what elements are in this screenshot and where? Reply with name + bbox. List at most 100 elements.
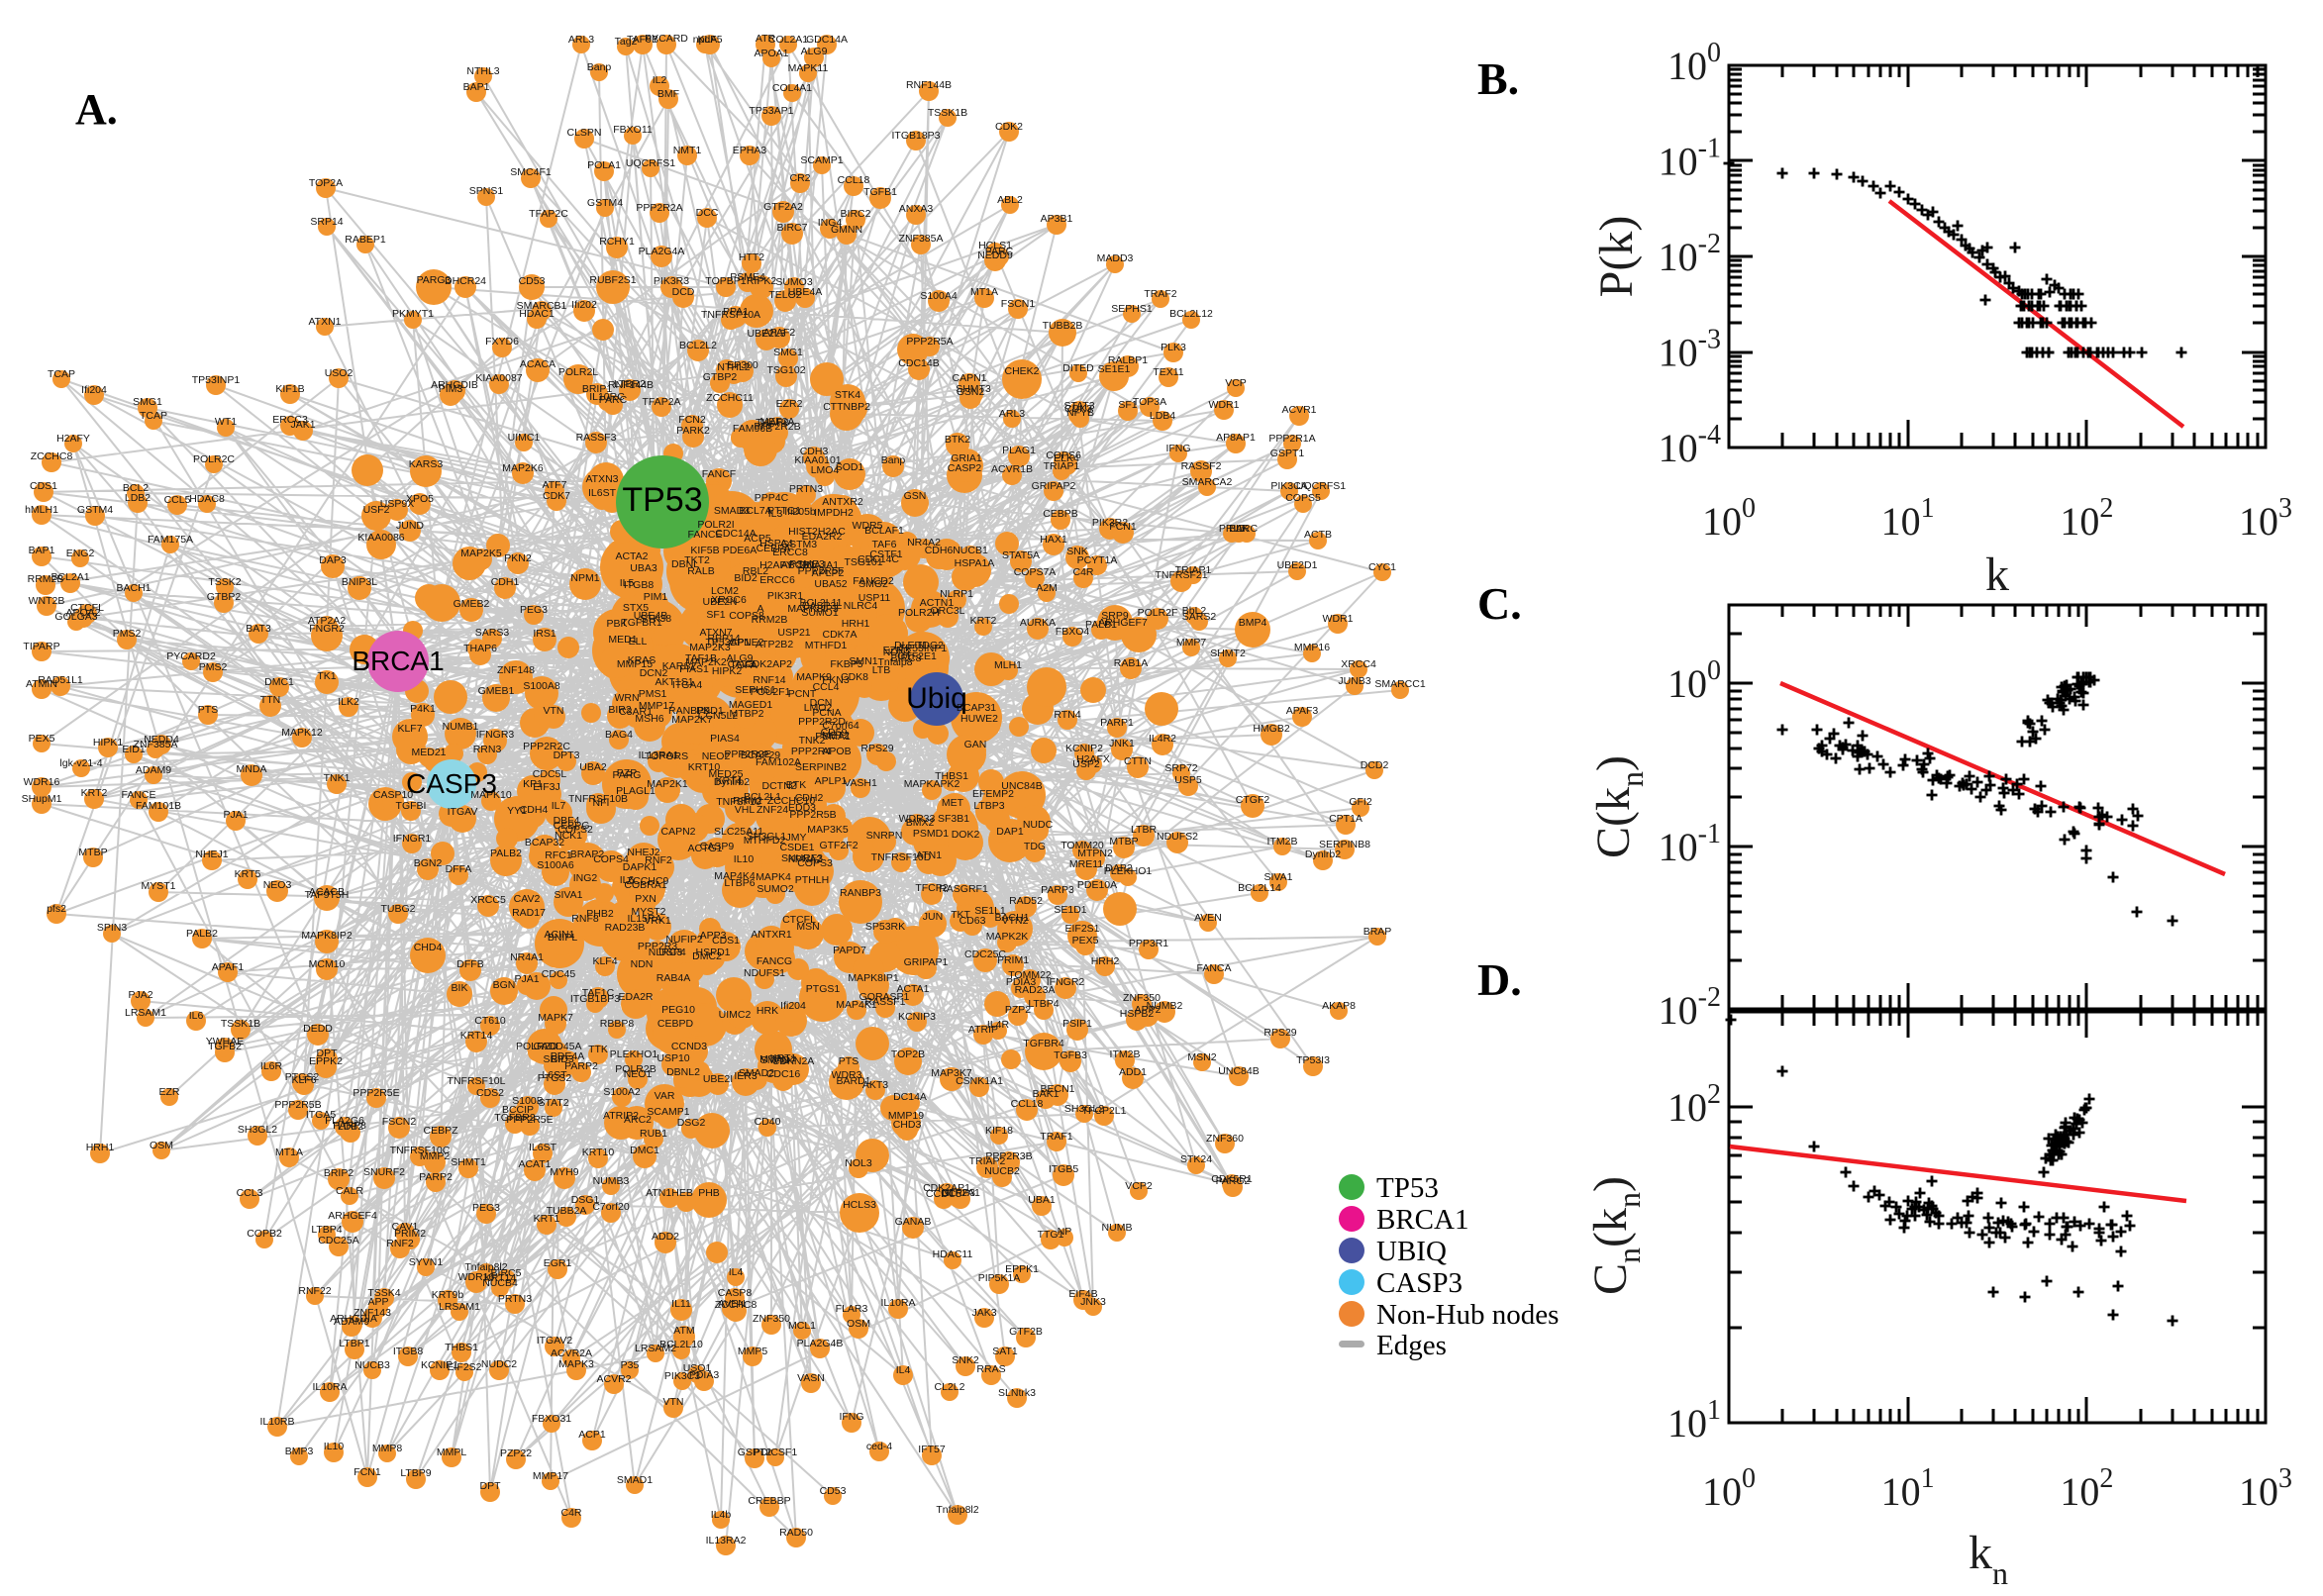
- svg-text:TDG: TDG: [1024, 841, 1046, 852]
- svg-text:SH3GL2: SH3GL2: [238, 1124, 277, 1136]
- svg-text:TNFRSF10D: TNFRSF10D: [871, 851, 932, 863]
- svg-text:LDB4: LDB4: [1150, 410, 1175, 422]
- svg-text:ZNF350: ZNF350: [753, 1313, 790, 1325]
- svg-text:PARP2: PARP2: [564, 1060, 598, 1072]
- svg-text:CDH4: CDH4: [520, 804, 549, 816]
- svg-text:CD53: CD53: [519, 275, 546, 287]
- svg-text:MMP17: MMP17: [533, 1470, 568, 1482]
- svg-text:MTBP2: MTBP2: [729, 708, 763, 720]
- svg-text:CALR: CALR: [336, 1185, 363, 1197]
- svg-text:MMP5: MMP5: [738, 1346, 767, 1357]
- svg-text:SEPHS1: SEPHS1: [1111, 303, 1153, 315]
- svg-text:ATF7: ATF7: [543, 479, 567, 491]
- svg-text:GDC14A: GDC14A: [806, 34, 848, 46]
- svg-text:PJA1: PJA1: [514, 973, 539, 985]
- svg-text:NR4A1: NR4A1: [510, 951, 544, 963]
- svg-text:ATRIP: ATRIP: [968, 1024, 998, 1036]
- svg-text:ATXN3: ATXN3: [585, 473, 618, 485]
- svg-text:FANCF: FANCF: [702, 468, 736, 480]
- svg-text:IL3: IL3: [768, 508, 783, 520]
- svg-text:ZNF385A: ZNF385A: [899, 233, 944, 245]
- svg-text:hMLH1: hMLH1: [25, 504, 58, 516]
- svg-text:IL6R: IL6R: [260, 1060, 283, 1072]
- svg-text:ITGB8: ITGB8: [393, 1346, 424, 1357]
- svg-text:BAP1: BAP1: [29, 545, 55, 556]
- svg-text:DAP3: DAP3: [319, 554, 347, 566]
- svg-text:BCL7A: BCL7A: [739, 505, 771, 517]
- svg-text:PDE10A: PDE10A: [1077, 879, 1117, 891]
- svg-text:MCL1: MCL1: [788, 1320, 816, 1332]
- svg-text:ZNF350: ZNF350: [1123, 992, 1161, 1004]
- svg-text:CASP9: CASP9: [700, 841, 735, 852]
- svg-text:CDK2: CDK2: [995, 121, 1023, 133]
- svg-text:NUMB: NUMB: [1102, 1222, 1133, 1234]
- svg-text:RAD52: RAD52: [1009, 895, 1043, 907]
- svg-text:ACTB: ACTB: [1304, 529, 1332, 541]
- svg-text:TSG101: TSG101: [844, 556, 882, 568]
- svg-text:B.: B.: [1477, 53, 1519, 104]
- svg-text:TP53INP1: TP53INP1: [192, 374, 241, 386]
- svg-text:BGN: BGN: [493, 979, 516, 991]
- svg-text:RPS29: RPS29: [860, 743, 893, 754]
- svg-text:RASGRF1: RASGRF1: [939, 883, 988, 895]
- svg-text:BNIP3L: BNIP3L: [342, 576, 377, 588]
- svg-text:PKN2: PKN2: [504, 552, 532, 564]
- svg-text:HMGB2: HMGB2: [1253, 723, 1290, 735]
- svg-text:WRN: WRN: [614, 692, 639, 704]
- svg-text:H2AFX: H2AFX: [1076, 753, 1110, 765]
- svg-text:IL11: IL11: [671, 1298, 691, 1310]
- svg-text:BCL2L14: BCL2L14: [1238, 882, 1281, 894]
- svg-text:UBA2: UBA2: [579, 761, 607, 773]
- svg-text:GRIA1: GRIA1: [951, 452, 982, 464]
- svg-text:UQCRFS1: UQCRFS1: [1296, 480, 1346, 492]
- svg-text:RNF144B: RNF144B: [906, 79, 952, 91]
- svg-text:NUMB3: NUMB3: [593, 1175, 630, 1187]
- svg-text:CTCFL: CTCFL: [70, 602, 104, 614]
- svg-text:BCL2L12: BCL2L12: [1169, 308, 1213, 320]
- svg-text:PPP2R5A: PPP2R5A: [906, 336, 953, 348]
- svg-text:POLR2B: POLR2B: [615, 1063, 656, 1075]
- svg-text:SLNtrk3: SLNtrk3: [998, 1387, 1036, 1399]
- svg-text:C3AR1: C3AR1: [619, 706, 653, 718]
- svg-text:PEG3: PEG3: [472, 1202, 500, 1214]
- svg-text:PDIA3: PDIA3: [1006, 976, 1037, 988]
- svg-text:BECN1: BECN1: [1040, 1083, 1074, 1095]
- svg-text:SNURF2: SNURF2: [363, 1166, 405, 1178]
- svg-text:FAM101B: FAM101B: [136, 800, 181, 812]
- svg-text:BTK: BTK: [786, 779, 806, 791]
- svg-text:ATXN1: ATXN1: [308, 316, 341, 328]
- svg-text:TK1: TK1: [317, 670, 336, 682]
- svg-text:JUN: JUN: [923, 911, 943, 923]
- svg-text:IL13RA2: IL13RA2: [706, 1535, 747, 1546]
- svg-text:SYVN1: SYVN1: [409, 1256, 444, 1268]
- svg-text:FANCD2: FANCD2: [853, 575, 894, 587]
- svg-text:HSPA1A: HSPA1A: [955, 557, 995, 569]
- svg-text:PTHLH: PTHLH: [795, 874, 829, 886]
- svg-text:PTS: PTS: [839, 1055, 858, 1067]
- svg-text:ATN1HEB: ATN1HEB: [646, 1187, 693, 1199]
- svg-text:PARG2: PARG2: [1216, 1175, 1251, 1187]
- svg-text:MSN2: MSN2: [1187, 1051, 1216, 1063]
- svg-text:PIM1: PIM1: [644, 591, 668, 603]
- svg-text:Ifi205b: Ifi205b: [784, 506, 816, 518]
- svg-text:GMEB1: GMEB1: [478, 685, 515, 697]
- svg-text:RANBP9: RANBP9: [668, 705, 710, 717]
- svg-text:SRP14: SRP14: [310, 216, 343, 228]
- svg-text:pfs2: pfs2: [47, 903, 66, 915]
- svg-text:ARC: ARC: [1236, 523, 1259, 535]
- svg-text:ADD1: ADD1: [1119, 1066, 1147, 1078]
- svg-text:CR2: CR2: [789, 172, 810, 184]
- svg-text:SF1: SF1: [1118, 399, 1137, 411]
- svg-text:POLA1: POLA1: [587, 159, 621, 171]
- svg-text:RRN3: RRN3: [473, 744, 502, 755]
- svg-text:lgk-v21-4: lgk-v21-4: [59, 757, 102, 769]
- svg-text:PTGS2: PTGS2: [285, 1071, 320, 1083]
- svg-text:NMT1: NMT1: [673, 145, 702, 156]
- svg-text:COPS8: COPS8: [729, 610, 764, 622]
- svg-text:TGFBR2: TGFBR2: [494, 1112, 536, 1124]
- svg-text:WDR1: WDR1: [1209, 399, 1240, 411]
- svg-text:NOL3: NOL3: [845, 1157, 872, 1169]
- svg-text:VASH1: VASH1: [844, 777, 877, 789]
- svg-text:VCP2: VCP2: [1125, 1180, 1153, 1192]
- svg-text:UBIQ: UBIQ: [1376, 1236, 1447, 1267]
